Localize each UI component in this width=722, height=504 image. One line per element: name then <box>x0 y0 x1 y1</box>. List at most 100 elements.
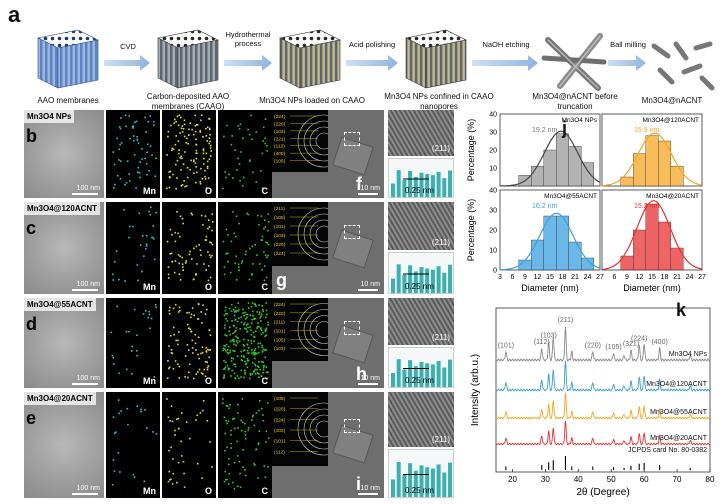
eds-dot <box>260 375 263 377</box>
eds-dot <box>241 398 244 400</box>
eds-dot <box>155 433 158 435</box>
profile-bar <box>448 462 452 497</box>
eds-dot <box>172 148 175 151</box>
size-histograms: Mn3O4 NPs 19.2 nm 10 20 30 40 Percentage (%) Mn… <box>466 112 706 294</box>
eds-dot <box>247 323 249 325</box>
saed-ring <box>297 207 351 261</box>
eds-dot <box>209 276 212 279</box>
eds-dot <box>185 262 187 264</box>
eds-dot <box>207 227 209 230</box>
eds-dot <box>202 149 205 152</box>
eds-dot <box>198 244 200 246</box>
eds-dot <box>193 247 195 250</box>
eds-dot <box>261 344 263 347</box>
zoom-box <box>344 321 360 335</box>
eds-dot <box>208 329 211 331</box>
eds-dot <box>228 472 231 475</box>
eds-dot <box>202 152 205 155</box>
eds-dot <box>199 249 202 251</box>
eds-dot <box>258 361 260 363</box>
eds-dot <box>267 229 269 232</box>
eds-dot <box>207 279 210 282</box>
scalebar-label: 100 nm <box>76 185 100 192</box>
profile-bar <box>413 470 418 497</box>
eds-dot <box>145 234 148 237</box>
eds-dot <box>120 117 122 119</box>
eds-dot <box>230 240 233 243</box>
eds-dot <box>234 377 237 380</box>
eds-dot <box>261 269 263 271</box>
eds-dot <box>119 471 121 473</box>
line-profile: 0.25 nm <box>388 347 454 388</box>
eds-dot <box>197 303 200 305</box>
eds-dot <box>245 328 248 330</box>
eds-dot <box>244 430 246 433</box>
eds-dot <box>249 374 252 376</box>
eds-dot <box>192 352 194 354</box>
hrtem-scale-label: 10 nm <box>360 375 380 382</box>
eds-dot <box>188 371 190 374</box>
eds-dot <box>254 364 257 367</box>
eds-map-c: C <box>218 110 272 198</box>
eds-dot <box>256 214 259 217</box>
eds-dot <box>251 302 254 304</box>
eds-dot <box>262 126 265 129</box>
eds-dot <box>144 248 147 250</box>
eds-dot <box>234 365 237 368</box>
eds-dot <box>264 330 267 332</box>
plane-label: (211) <box>431 333 450 342</box>
eds-dot <box>260 169 262 172</box>
eds-dot <box>182 222 184 225</box>
eds-dot <box>255 330 257 332</box>
eds-dot <box>244 363 247 366</box>
eds-dot <box>262 332 264 334</box>
eds-dot <box>169 420 171 422</box>
eds-dot <box>244 253 247 256</box>
eds-dot <box>236 375 239 377</box>
eds-dot <box>223 273 226 276</box>
eds-dot <box>222 398 224 400</box>
eds-dot <box>144 116 146 119</box>
eds-dot <box>168 345 170 347</box>
eds-dot <box>232 177 234 179</box>
hrtem-image: (224) (220) (103) (221) (112) (400) (105) 10 n… <box>272 110 384 198</box>
fit-curve <box>500 130 601 187</box>
hrtem-image: (224) (220) (211) (101) (105) (103) 10 nm <box>272 298 384 388</box>
histogram-title: Mn3O4 NPs <box>562 117 598 124</box>
eds-dot <box>168 186 171 189</box>
eds-dot <box>118 278 120 281</box>
eds-label-o: O <box>204 376 212 386</box>
eds-dot <box>237 125 240 127</box>
eds-dot <box>191 307 194 309</box>
histogram-bar <box>531 166 545 187</box>
eds-dot <box>232 332 234 335</box>
histogram-bar <box>568 146 582 187</box>
eds-dot <box>265 309 268 312</box>
eds-dot <box>200 352 202 355</box>
eds-dot <box>201 178 204 180</box>
eds-dot <box>247 326 249 329</box>
eds-dot <box>128 180 131 182</box>
x-tick-label: 15 <box>648 274 656 281</box>
profile-bar <box>396 462 401 497</box>
eds-dot <box>254 303 257 306</box>
spacing-label: 0.25 nm <box>405 282 434 291</box>
profile-bar <box>448 170 452 197</box>
eds-dot <box>179 309 181 312</box>
eds-dot <box>198 357 200 360</box>
eds-dot <box>180 155 182 158</box>
eds-dot <box>228 307 231 310</box>
sample-tag: Mn3O4 NPs <box>24 110 75 123</box>
eds-dot <box>208 349 210 351</box>
eds-dot <box>223 374 225 376</box>
eds-dot <box>247 352 249 354</box>
saed-inset: (211) (105) (101) (103) (220) (224) <box>272 202 351 266</box>
eds-dot <box>173 326 175 329</box>
aao-block <box>37 29 99 89</box>
eds-dot <box>179 157 181 159</box>
eds-dot <box>264 226 267 228</box>
eds-dot <box>195 273 197 275</box>
eds-dot <box>251 138 253 141</box>
eds-dot <box>241 262 243 264</box>
lattice-image: (211) <box>388 202 454 250</box>
